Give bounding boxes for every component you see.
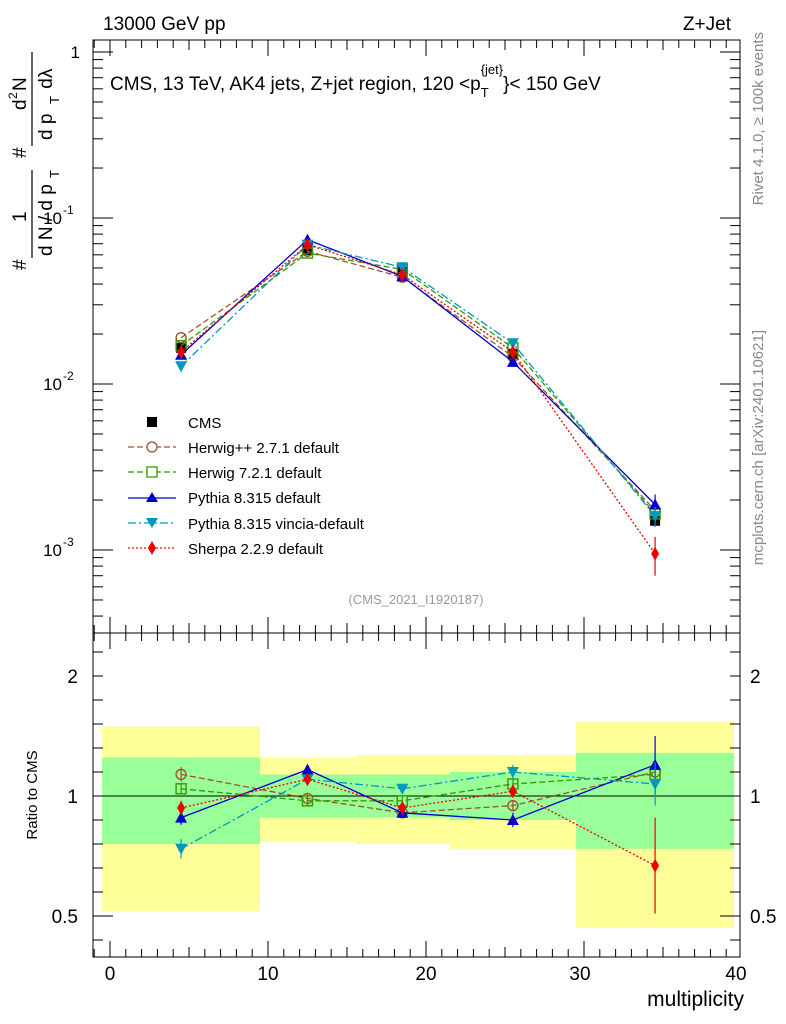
ratio-point-3-2 xyxy=(396,783,409,795)
main-y-axis-label: # 1 d N / d p T # d 2 N d p T dλ xyxy=(6,52,62,270)
ratio-point-4-0 xyxy=(177,801,186,815)
series-line-5 xyxy=(180,244,656,555)
rivet-version-label: Rivet 4.1.0, ≥ 100k events xyxy=(750,32,767,205)
ratio-point-3-3 xyxy=(506,767,519,778)
ratio-line-0 xyxy=(180,771,656,814)
ratio-point-3-4 xyxy=(649,779,662,790)
data-point-3-3 xyxy=(506,355,519,367)
data-point-4-3 xyxy=(506,338,519,350)
legend-label-herwig7: Herwig 7.2.1 default xyxy=(188,465,322,482)
title-sup: {jet} xyxy=(481,62,504,77)
legend-label-pythia: Pythia 8.315 default xyxy=(188,490,321,507)
legend-label-cms: CMS xyxy=(188,415,221,432)
analysis-id-label: (CMS_2021_I1920187) xyxy=(348,592,483,607)
data-point-4-0 xyxy=(175,361,188,373)
ratio-uncertainty-bands xyxy=(102,721,735,928)
data-point-3-4 xyxy=(649,498,662,510)
ratio-y-axis-label: Ratio to CMS xyxy=(24,750,41,839)
plot-title: CMS, 13 TeV, AK4 jets, Z+jet region, 120… xyxy=(110,62,601,100)
ratio-point-1-0 xyxy=(175,783,187,795)
legend-marker-herwigpp xyxy=(146,441,158,453)
ratio-y-tick-0.5-left: 0.5 xyxy=(52,907,78,928)
ratio-line-3 xyxy=(180,771,656,850)
data-point-4-2 xyxy=(396,262,409,274)
ratio-point-3-0 xyxy=(175,843,188,855)
legend-marker-sherpa xyxy=(148,541,156,555)
x-axis-label: multiplicity xyxy=(647,988,744,1011)
x-tick-label-30: 30 xyxy=(569,964,590,985)
legend-marker-vincia xyxy=(146,518,158,528)
data-point-4-4 xyxy=(649,511,662,523)
ratio-data-layer xyxy=(175,736,662,914)
ratio-y-tick-2-right: 2 xyxy=(750,667,761,688)
y-tick-label-0.001: 10 xyxy=(43,541,62,560)
y-label-denominator-1-sub: T xyxy=(47,170,62,178)
y-label-denominator-1: d N / d p xyxy=(36,184,57,256)
legend: CMS Herwig++ 2.7.1 default Herwig 7.2.1 … xyxy=(128,415,365,558)
legend-label-sherpa: Sherpa 2.2.9 default xyxy=(188,541,324,558)
title-sub: T xyxy=(481,85,489,100)
data-point-5-4 xyxy=(651,546,660,561)
ratio-point-4-4 xyxy=(651,858,660,873)
ratio-point-0-3 xyxy=(507,799,519,812)
title-prefix: CMS, 13 TeV, AK4 jets, Z+jet region, 120… xyxy=(110,74,481,95)
y-label-denominator-2-b: dλ xyxy=(36,68,57,94)
legend-label-herwigpp: Herwig++ 2.7.1 default xyxy=(188,440,340,457)
y-label-numerator-2-b: N xyxy=(10,77,31,91)
data-point-5-0 xyxy=(177,344,186,359)
ratio-y-tick-0.5-right: 0.5 xyxy=(750,907,776,928)
y-tick-exponent-0.001: -3 xyxy=(63,535,74,549)
ratio-point-0-0 xyxy=(175,768,187,781)
y-tick-label-1: 1 xyxy=(71,43,80,62)
x-tick-label-40: 40 xyxy=(725,964,746,985)
mcplots-source-label: mcplots.cern.ch [arXiv:2401.10621] xyxy=(750,330,767,565)
data-point-5-1 xyxy=(303,237,312,252)
y-tick-exponent-0.1: -1 xyxy=(63,203,74,217)
ratio-point-2-0 xyxy=(175,811,188,823)
ratio-point-4-3 xyxy=(508,784,517,799)
legend-marker-herwig7 xyxy=(146,466,158,478)
ratio-axis-ticks xyxy=(93,633,740,957)
legend-label-vincia: Pythia 8.315 vincia-default xyxy=(188,516,365,533)
ratio-point-2-3 xyxy=(506,814,519,825)
y-tick-label-0.1: 10 xyxy=(43,209,62,228)
main-data-layer xyxy=(175,233,662,576)
ratio-point-4-2 xyxy=(398,801,407,815)
x-tick-label-10: 10 xyxy=(257,964,278,985)
ratio-point-4-1 xyxy=(303,772,312,787)
y-label-hash-1: # xyxy=(10,259,31,270)
ratio-y-tick-1-right: 1 xyxy=(750,787,761,808)
x-tick-label-20: 20 xyxy=(415,964,436,985)
y-tick-exponent-0.01: -2 xyxy=(63,369,74,383)
data-point-1-0 xyxy=(175,332,187,344)
ratio-panel-frame xyxy=(92,632,741,958)
y-label-numerator-1: 1 xyxy=(10,211,31,222)
ratio-point-1-1 xyxy=(301,795,314,807)
y-label-hash-2: # xyxy=(10,147,31,158)
data-point-5-2 xyxy=(398,267,407,282)
series-line-1 xyxy=(180,250,656,511)
collision-energy-label: 13000 GeV pp xyxy=(103,14,226,35)
y-label-numerator-2: d xyxy=(10,99,31,110)
legend-marker-cms xyxy=(147,417,157,427)
process-label: Z+Jet xyxy=(683,14,732,35)
x-tick-label-0: 0 xyxy=(105,964,116,985)
y-label-denominator-2: d p xyxy=(36,114,57,140)
ratio-y-tick-2-left: 2 xyxy=(67,667,78,688)
y-label-denominator-2-sub: T xyxy=(47,96,62,104)
legend-marker-pythia xyxy=(146,492,158,502)
data-point-5-3 xyxy=(508,344,517,359)
ratio-point-2-1 xyxy=(301,763,314,775)
title-suffix: }< 150 GeV xyxy=(503,74,601,95)
ratio-y-tick-1-left: 1 xyxy=(67,787,78,808)
y-tick-label-0.01: 10 xyxy=(43,375,62,394)
main-axis-ticks xyxy=(93,40,740,633)
y-label-numerator-2-sup: 2 xyxy=(6,92,20,99)
